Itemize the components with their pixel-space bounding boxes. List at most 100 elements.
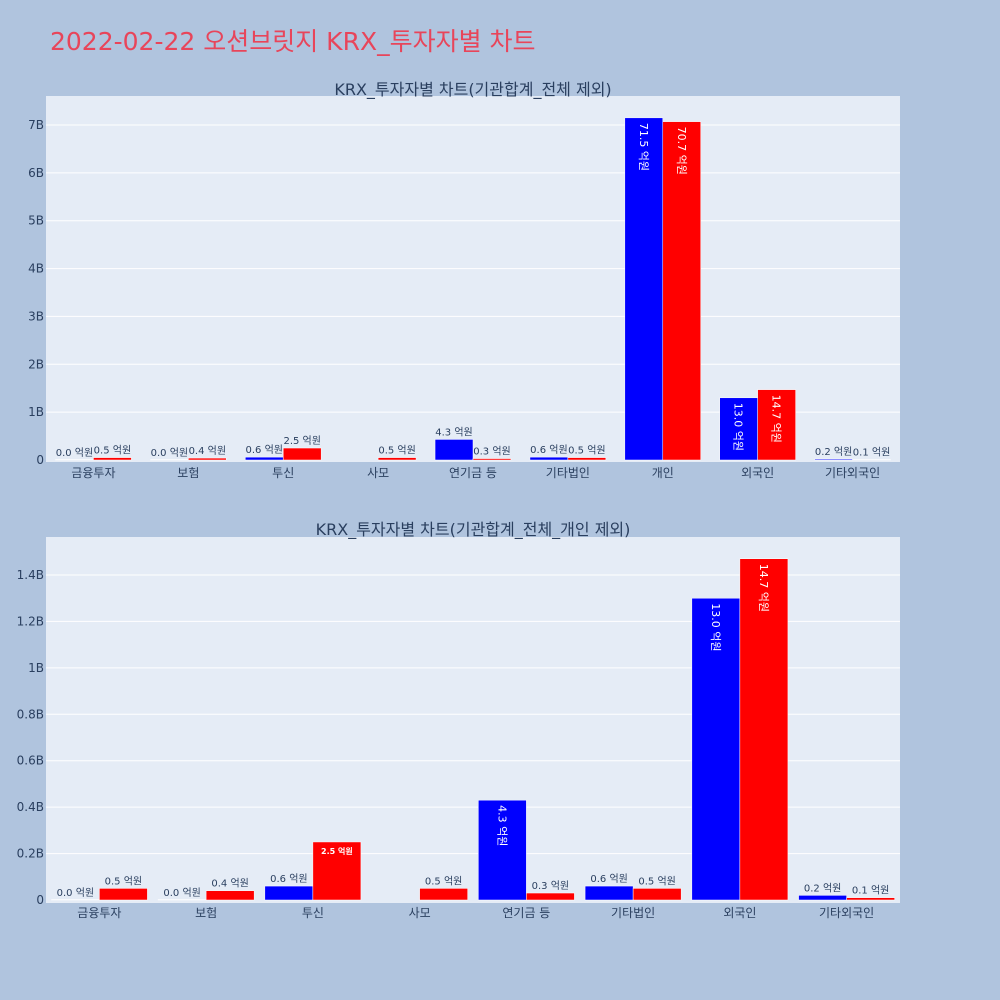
bar [419, 888, 468, 901]
data-label: 2.5 억원 [321, 846, 353, 856]
bar [478, 799, 527, 901]
data-label: 0.5 억원 [378, 445, 415, 457]
chart-top: 0 1B 2B 3B 4B 5B 6B 7B KRX_투자자별 차트(기관합계_전체 제외) 금융… [28, 80, 900, 480]
bar [282, 447, 322, 461]
x-tick-label: 기타외국인 [819, 906, 874, 920]
y-tick-label: 2B [28, 357, 44, 371]
data-label: 0.4 억원 [211, 878, 248, 890]
data-label: 0.5 억원 [568, 445, 605, 457]
data-label: 0.2 억원 [815, 446, 852, 458]
bar [434, 439, 474, 461]
x-tick-label: 사모 [367, 466, 389, 480]
data-label: 14.7 억원 [770, 395, 783, 443]
data-label: 0.0 억원 [163, 887, 200, 899]
y-tick-label: 5B [28, 214, 44, 228]
x-tick-label: 보험 [177, 466, 199, 480]
x-tick-label: 사모 [409, 906, 431, 920]
data-label: 0.5 억원 [94, 445, 131, 457]
bar [472, 458, 512, 461]
data-label: 0.4 억원 [189, 445, 226, 457]
x-tick-label: 투신 [302, 906, 324, 920]
bar [150, 459, 189, 461]
x-tick-label: 보험 [195, 906, 217, 920]
bar [739, 558, 789, 901]
data-label: 0.6 억원 [246, 444, 283, 456]
bar [51, 899, 100, 901]
x-tick-label: 연기금 등 [502, 906, 550, 920]
y-tick-label: 3B [28, 309, 44, 323]
data-label: 0.6 억원 [530, 444, 567, 456]
data-label: 4.3 억원 [435, 426, 472, 438]
bar [632, 888, 682, 901]
data-label: 0.3 억원 [532, 880, 569, 892]
x-tick-label: 금융투자 [77, 906, 121, 920]
y-tick-label: 4B [28, 262, 44, 276]
y-tick-label: 1B [28, 405, 44, 419]
data-label: 0.1 억원 [853, 447, 890, 459]
bar [312, 841, 362, 901]
y-tick-label: 0 [36, 893, 44, 907]
bar [188, 457, 227, 461]
bar [584, 885, 634, 901]
bar [93, 457, 132, 461]
y-tick-label: 1.2B [17, 614, 44, 628]
y-tick-label: 6B [28, 166, 44, 180]
bar [205, 890, 255, 901]
y-tick-label: 0 [36, 453, 44, 467]
y-tick-label: 7B [28, 118, 44, 132]
data-label: 0.5 억원 [425, 875, 462, 887]
data-label: 0.5 억원 [105, 875, 142, 887]
data-label: 0.0 억원 [57, 887, 94, 899]
x-tick-label: 외국인 [723, 906, 756, 920]
data-label: 0.2 억원 [804, 882, 841, 894]
chart-title: KRX_투자자별 차트(기관합계_전체 제외) [334, 80, 611, 100]
bar [624, 117, 664, 461]
y-tick-label: 0.6B [17, 754, 44, 768]
data-label: 0.1 억원 [852, 885, 889, 897]
x-tick-label: 기타법인 [546, 466, 590, 480]
data-label: 2.5 억원 [283, 435, 320, 447]
data-label: 0.5 억원 [638, 875, 675, 887]
bar [814, 458, 853, 461]
bar [757, 389, 796, 461]
x-tick-label: 기타법인 [611, 906, 655, 920]
data-label: 0.0 억원 [151, 447, 188, 459]
bar [529, 456, 569, 461]
bar [798, 895, 847, 901]
data-label: 14.7 억원 [757, 564, 770, 612]
x-tick-label: 연기금 등 [449, 466, 497, 480]
data-label: 70.7 억원 [675, 127, 688, 175]
bar [245, 456, 284, 461]
bar [662, 121, 701, 461]
data-label: 0.0 억원 [56, 447, 93, 459]
bar [691, 597, 741, 901]
data-label: 0.3 억원 [473, 446, 510, 458]
data-label: 71.5 억원 [637, 123, 650, 171]
data-label: 0.6 억원 [270, 873, 307, 885]
page-title: 2022-02-22 오션브릿지 KRX_투자자별 차트 [50, 27, 536, 56]
bar [719, 397, 758, 461]
y-tick-label: 0.4B [17, 800, 44, 814]
data-label: 4.3 억원 [495, 805, 508, 846]
x-tick-label: 개인 [652, 466, 674, 480]
bar [264, 885, 314, 901]
data-label: 13.0 억원 [732, 403, 745, 451]
bar [157, 899, 207, 901]
x-tick-label: 외국인 [741, 466, 774, 480]
bar [846, 897, 895, 901]
chart-bottom: 0 0.2B 0.4B 0.6B 0.8B 1B 1.2B 1.4B KRX_투자자별 차트(기… [17, 520, 900, 920]
x-tick-label: 금융투자 [71, 466, 115, 480]
y-tick-label: 1.4B [17, 568, 44, 582]
y-tick-label: 1B [28, 661, 44, 675]
bar [526, 892, 575, 901]
y-tick-label: 0.2B [17, 847, 44, 861]
data-label: 0.6 억원 [590, 873, 627, 885]
bar [567, 457, 607, 461]
chart-title: KRX_투자자별 차트(기관합계_전체_개인 제외) [316, 520, 631, 540]
bar [852, 459, 891, 461]
bar [55, 459, 94, 461]
y-tick-label: 0.8B [17, 707, 44, 721]
bar [377, 457, 417, 461]
data-label: 13.0 억원 [709, 603, 722, 651]
bar [99, 888, 148, 901]
